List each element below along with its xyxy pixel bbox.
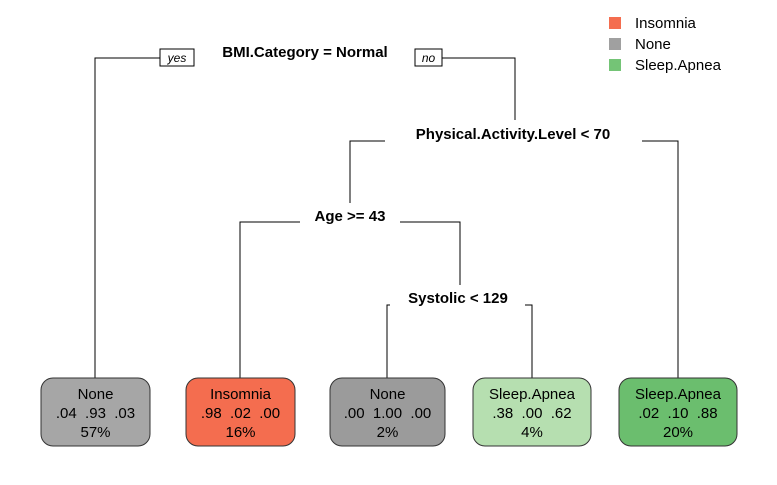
legend-item-sleep-apnea: Sleep.Apnea xyxy=(609,57,722,74)
branch-age-right xyxy=(400,221,461,285)
legend-item-insomnia: Insomnia xyxy=(609,15,697,32)
legend-swatch xyxy=(609,59,621,71)
leaf-class-label: None xyxy=(78,386,114,403)
leaf-probabilities: .38 .00 .62 xyxy=(492,405,571,422)
legend-item-none: None xyxy=(609,36,671,53)
leaf-box xyxy=(472,377,592,447)
yes-label: yes xyxy=(167,51,187,65)
split-node-bmi-category: BMI.Category = Normal xyxy=(222,44,387,61)
leaf-probabilities: .98 .02 .00 xyxy=(201,405,280,422)
branch-systolic-left xyxy=(386,304,390,378)
leaf-box xyxy=(618,377,738,447)
branch-root-right xyxy=(442,57,516,120)
leaf-probabilities: .02 .10 .88 xyxy=(638,405,717,422)
tree-branches xyxy=(94,57,679,378)
no-label: no xyxy=(422,51,436,65)
leaf-box xyxy=(185,377,296,447)
legend-label: Sleep.Apnea xyxy=(635,57,722,74)
leaf-nodes: None .04 .93 .03 57% Insomnia .98 .02 .0… xyxy=(40,377,738,447)
split-node-physical-activity: Physical.Activity.Level < 70 xyxy=(416,126,610,143)
leaf-percent: 20% xyxy=(663,424,693,441)
legend-swatch xyxy=(609,17,621,29)
leaf-class-label: None xyxy=(370,386,406,403)
split-node-age: Age >= 43 xyxy=(315,208,386,225)
root-no-tag: no xyxy=(414,48,443,67)
legend-label: None xyxy=(635,36,671,53)
branch-activity-right xyxy=(642,140,679,378)
branch-systolic-right xyxy=(525,304,533,378)
leaf-class-label: Sleep.Apnea xyxy=(489,386,576,403)
leaf-class-label: Insomnia xyxy=(210,386,272,403)
root-yes-tag: yes xyxy=(159,48,195,67)
leaf-node: Insomnia .98 .02 .00 16% xyxy=(185,377,296,447)
leaf-box xyxy=(40,377,151,447)
branch-activity-left xyxy=(349,140,385,203)
leaf-percent: 57% xyxy=(80,424,110,441)
leaf-node: None .04 .93 .03 57% xyxy=(40,377,151,447)
legend-label: Insomnia xyxy=(635,15,697,32)
leaf-percent: 4% xyxy=(521,424,543,441)
branch-age-left xyxy=(239,221,300,378)
leaf-class-label: Sleep.Apnea xyxy=(635,386,722,403)
leaf-node: Sleep.Apnea .02 .10 .88 20% xyxy=(618,377,738,447)
leaf-probabilities: .00 1.00 .00 xyxy=(344,405,432,422)
leaf-percent: 16% xyxy=(225,424,255,441)
split-node-systolic: Systolic < 129 xyxy=(408,290,508,307)
leaf-percent: 2% xyxy=(377,424,399,441)
leaf-box xyxy=(329,377,446,447)
branch-root-left xyxy=(94,57,160,378)
leaf-probabilities: .04 .93 .03 xyxy=(56,405,135,422)
leaf-node: Sleep.Apnea .38 .00 .62 4% xyxy=(472,377,592,447)
legend-swatch xyxy=(609,38,621,50)
leaf-node: None .00 1.00 .00 2% xyxy=(329,377,446,447)
legend: Insomnia None Sleep.Apnea xyxy=(609,15,722,74)
split-nodes: BMI.Category = Normal Physical.Activity.… xyxy=(222,44,610,307)
